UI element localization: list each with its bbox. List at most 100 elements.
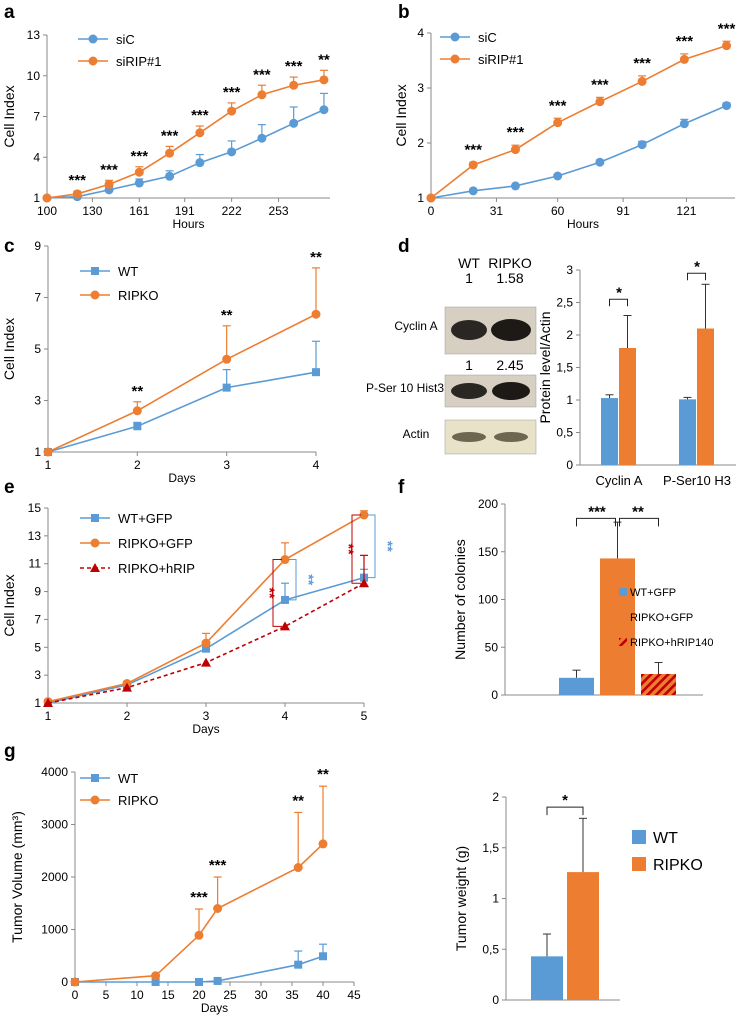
a-significance-label: *** <box>69 172 87 189</box>
blot-value-cyclin-wt: 1 <box>465 270 473 286</box>
g1-data-point <box>195 978 203 986</box>
g1-xtick-label: 40 <box>316 988 330 1002</box>
g2-legend-label: RIPKO <box>653 857 703 874</box>
e-ytick-label: 1 <box>34 696 41 710</box>
b-xtick-label: 0 <box>428 204 435 218</box>
c-legend-marker <box>91 267 99 275</box>
e-data-point <box>201 638 211 648</box>
c-data-point <box>222 354 232 364</box>
e-xtick-label: 1 <box>45 709 52 723</box>
panel-letter-b: b <box>398 2 410 23</box>
f-significance-bracket <box>619 517 659 527</box>
g1-significance-label: ** <box>292 792 304 809</box>
c-data-point <box>133 422 142 431</box>
a-data-point <box>257 133 267 143</box>
a-xtick-label: 161 <box>129 204 149 218</box>
d-ytick-label: 2,5 <box>556 296 573 310</box>
g2-legend-swatch <box>632 830 646 844</box>
e-data-point <box>280 621 290 631</box>
e-ytick-label: 11 <box>29 557 42 571</box>
a-ytick-label: 7 <box>33 110 40 124</box>
c-ytick-label: 3 <box>34 394 41 408</box>
d-ytick-label: 2 <box>566 328 573 342</box>
c-xtick-label: 4 <box>313 458 320 472</box>
g2-significance-label: * <box>562 792 568 809</box>
e-data-point <box>202 644 210 653</box>
e-xtick-label: 5 <box>361 709 368 723</box>
chart-panel-d-bar: 0 0,5 1 1,5 2 2,5 3 Protein level/Actin Cyclin A… <box>537 258 736 488</box>
chart-panel-c: 1 3 5 7 9 1 2 3 4 Days Cell Index WT RIPKO ** ** ** <box>1 239 322 485</box>
e-significance-label: ** <box>341 544 357 555</box>
a-x-axis-title: Hours <box>172 217 204 231</box>
a-data-point <box>134 178 144 188</box>
blot-band-pser-wt <box>451 383 487 399</box>
c-data-point <box>43 447 53 457</box>
a-xtick-label: 100 <box>37 204 57 218</box>
e-ytick-label: 3 <box>34 668 41 682</box>
g1-x-axis-title: Days <box>201 1001 228 1015</box>
blot-band-cyclin-ripko <box>491 319 531 341</box>
e-data-point <box>122 682 132 692</box>
d-significance-bracket <box>687 272 706 281</box>
g1-legend-marker <box>91 774 99 782</box>
c-ytick-label: 1 <box>34 445 41 459</box>
g1-data-point <box>213 904 223 913</box>
b-significance-label: *** <box>633 55 651 72</box>
f-ytick-label: 50 <box>485 640 499 654</box>
e-data-point <box>359 578 369 588</box>
c-significance-label: ** <box>310 249 322 266</box>
c-legend-label: WT <box>118 264 138 279</box>
b-y-axis-title: Cell Index <box>393 84 409 146</box>
e-xtick-label: 2 <box>124 709 131 723</box>
b-ytick-label: 2 <box>417 136 424 150</box>
g1-data-point <box>194 930 204 940</box>
b-data-point <box>426 193 436 203</box>
b-legend-marker <box>450 32 460 42</box>
g1-data-point <box>319 952 327 961</box>
b-legend-label: siC <box>478 30 497 45</box>
g1-xtick-label: 45 <box>347 988 361 1002</box>
blot-value-pser-ripko: 2.45 <box>496 357 523 373</box>
b-xtick-label: 31 <box>490 204 504 218</box>
b-ytick-label: 1 <box>417 191 424 205</box>
g1-legend-label: RIPKO <box>118 793 158 808</box>
f-legend-label: WT+GFP <box>630 587 676 599</box>
e-data-point <box>281 595 289 604</box>
e-y-axis-title: Cell Index <box>1 574 17 636</box>
g1-xtick-label: 10 <box>130 988 144 1002</box>
panel-letter-e: e <box>4 477 15 498</box>
e-data-point <box>359 510 369 520</box>
b-data-point <box>468 186 478 196</box>
a-data-point <box>289 118 299 128</box>
a-data-point <box>319 75 329 85</box>
western-blot: WT RIPKO 1 1.58 Cyclin A 1 2.45 P-Ser 10… <box>366 255 537 455</box>
c-x-axis-title: Days <box>168 471 195 485</box>
e-significance-label: ** <box>380 541 396 552</box>
b-ytick-label: 4 <box>417 26 424 40</box>
d-bar <box>601 398 618 465</box>
b-data-point <box>679 119 689 129</box>
g2-ytick-label: 0,5 <box>482 942 499 956</box>
blot-row-label-cyclin-a: Cyclin A <box>394 319 437 333</box>
b-xtick-label: 121 <box>676 204 696 218</box>
d-ytick-label: 0 <box>566 458 573 472</box>
d-category-label: Cyclin A <box>596 473 643 488</box>
a-data-point <box>195 128 205 138</box>
c-significance-label: ** <box>131 383 143 400</box>
g1-xtick-label: 25 <box>223 988 237 1002</box>
panel-letter-c: c <box>4 236 15 257</box>
c-xtick-label: 1 <box>45 458 52 472</box>
blot-row-label-pser10: P-Ser 10 Hist3 <box>366 381 444 395</box>
a-ytick-label: 4 <box>33 150 40 164</box>
b-significance-label: *** <box>464 141 482 158</box>
c-ytick-label: 9 <box>34 239 41 253</box>
g2-legend-swatch <box>632 857 646 871</box>
g1-legend-marker <box>90 795 100 805</box>
b-data-point <box>637 140 647 150</box>
panel-letter-f: f <box>398 477 405 498</box>
g2-ytick-label: 1 <box>492 892 499 906</box>
b-significance-label: *** <box>718 20 736 37</box>
g2-y-axis-title: Tumor weight (g) <box>453 846 469 951</box>
chart-panel-g-weight: 0 0,5 1 1,5 2 Tumor weight (g) * WT RIPKO <box>453 790 703 1007</box>
e-xtick-label: 3 <box>203 709 210 723</box>
